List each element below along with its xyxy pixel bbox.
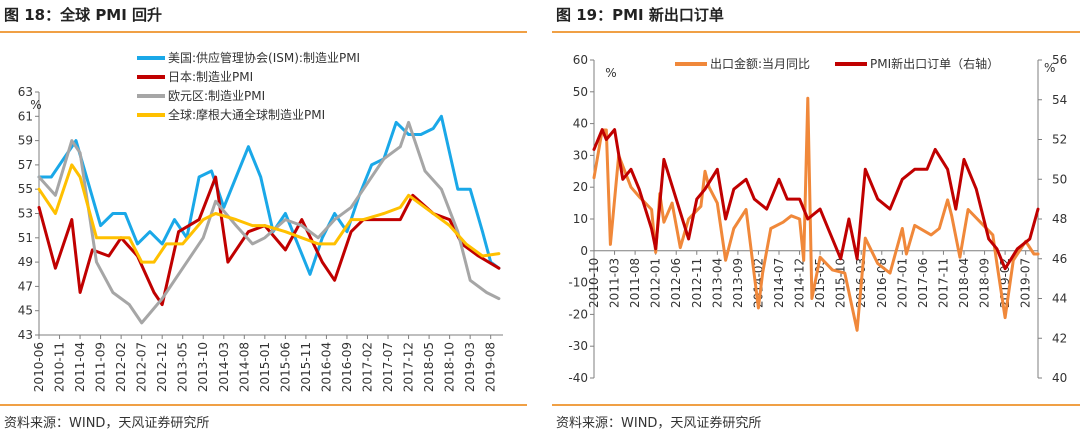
y-right-tick-label: 54 bbox=[1052, 93, 1067, 107]
x-tick-label: 2017-02 bbox=[360, 342, 374, 392]
y-tick-label: 20 bbox=[573, 180, 588, 194]
y-right-tick-label: 48 bbox=[1052, 212, 1067, 226]
y-tick-label: -40 bbox=[568, 371, 588, 385]
x-tick-label: 2017-07 bbox=[381, 342, 395, 392]
x-tick-label: 2011-08 bbox=[628, 258, 642, 308]
legend-label: 日本:制造业PMI bbox=[168, 70, 253, 84]
y-tick-label: 60 bbox=[573, 53, 588, 67]
source-divider bbox=[552, 404, 1080, 406]
source-note: 资料来源：WIND，天风证券研究所 bbox=[4, 416, 210, 431]
title-divider bbox=[552, 31, 1080, 33]
x-tick-label: 2017-06 bbox=[916, 258, 930, 308]
x-tick-label: 2012-06 bbox=[669, 258, 683, 308]
y-right-axis-unit: % bbox=[1044, 61, 1055, 75]
series-line-4 bbox=[37, 163, 501, 264]
y-right-tick-label: 44 bbox=[1052, 292, 1067, 306]
y-tick-label: 63 bbox=[18, 85, 33, 99]
series-line-3 bbox=[37, 120, 501, 325]
y-tick-label: 45 bbox=[18, 304, 33, 318]
y-right-tick-label: 40 bbox=[1052, 371, 1067, 385]
y-tick-label: 43 bbox=[18, 328, 33, 342]
y-right-tick-label: 52 bbox=[1052, 133, 1067, 147]
x-tick-label: 2019-07 bbox=[1019, 258, 1033, 308]
x-tick-label: 2019-08 bbox=[484, 342, 498, 392]
x-tick-label: 2014-12 bbox=[793, 258, 807, 308]
x-tick-label: 2013-05 bbox=[176, 342, 190, 392]
x-tick-label: 2013-04 bbox=[710, 258, 724, 308]
x-tick-label: 2017-12 bbox=[402, 342, 416, 392]
x-tick-label: 2010-11 bbox=[53, 342, 67, 392]
x-tick-label: 2012-02 bbox=[114, 342, 128, 392]
x-tick-label: 2017-11 bbox=[936, 258, 950, 308]
x-tick-label: 2015-01 bbox=[258, 342, 272, 392]
x-tick-label: 2010-06 bbox=[32, 342, 46, 392]
y-right-tick-label: 42 bbox=[1052, 331, 1067, 345]
x-tick-label: 2010-10 bbox=[587, 258, 601, 308]
chart-panel-export-orders: 图 19：PMI 新出口订单 -40 -30 -20 -10 0 10 20 30 40 50 60… bbox=[552, 0, 1080, 436]
y-tick-label: 59 bbox=[18, 134, 33, 148]
x-tick-label: 2012-12 bbox=[155, 342, 169, 392]
export-orders-line-chart: -40 -30 -20 -10 0 10 20 30 40 50 60% 40 42 44 46 48 50 52… bbox=[568, 53, 1067, 385]
y-tick-label: 47 bbox=[18, 279, 33, 293]
chart-title: 图 19：PMI 新出口订单 bbox=[556, 6, 724, 24]
title-divider bbox=[0, 31, 527, 33]
x-tick-label: 2018-05 bbox=[422, 342, 436, 392]
x-tick-label: 2014-03 bbox=[217, 342, 231, 392]
y-tick-label: 61 bbox=[18, 109, 33, 123]
source-note: 资料来源：WIND，天风证券研究所 bbox=[556, 416, 762, 431]
x-tick-label: 2017-01 bbox=[895, 258, 909, 308]
x-tick-label: 2015-11 bbox=[299, 342, 313, 392]
chart-title: 图 18：全球 PMI 回升 bbox=[4, 6, 163, 24]
legend-label: 欧元区:制造业PMI bbox=[168, 89, 265, 103]
y-right-tick-label: 50 bbox=[1052, 172, 1067, 186]
chart-panel-global-pmi: 图 18：全球 PMI 回升 43 45 47 49 51 53 55 57 59 61 63% 20… bbox=[0, 0, 527, 436]
y-tick-label: -20 bbox=[568, 307, 588, 321]
y-tick-label: -10 bbox=[568, 276, 588, 290]
y-tick-label: 10 bbox=[573, 212, 588, 226]
y-tick-label: 50 bbox=[573, 85, 588, 99]
x-tick-label: 2013-09 bbox=[731, 258, 745, 308]
x-tick-label: 2019-03 bbox=[463, 342, 477, 392]
y-tick-label: 53 bbox=[18, 207, 33, 221]
y-tick-label: 49 bbox=[18, 255, 33, 269]
x-tick-label: 2015-06 bbox=[278, 342, 292, 392]
global-pmi-line-chart: 43 45 47 49 51 53 55 57 59 61 63% 2010-06 2010-11 201… bbox=[18, 50, 503, 392]
x-tick-label: 2016-04 bbox=[319, 342, 333, 392]
y-axis-unit: % bbox=[30, 98, 41, 112]
source-divider bbox=[0, 404, 527, 406]
x-tick-label: 2011-09 bbox=[94, 342, 108, 392]
series-line-2 bbox=[592, 128, 1040, 271]
legend-label: PMI新出口订单（右轴） bbox=[870, 56, 999, 71]
x-tick-label: 2018-10 bbox=[443, 342, 457, 392]
series-line-2 bbox=[37, 175, 501, 307]
x-tick-label: 2014-08 bbox=[237, 342, 251, 392]
x-tick-label: 2012-11 bbox=[690, 258, 704, 308]
y-right-tick-label: 56 bbox=[1052, 53, 1067, 67]
legend-label: 全球:摩根大通全球制造业PMI bbox=[168, 107, 325, 122]
legend-label: 美国:供应管理协会(ISM):制造业PMI bbox=[168, 50, 360, 65]
x-tick-label: 2016-09 bbox=[340, 342, 354, 392]
x-tick-label: 2018-04 bbox=[957, 258, 971, 308]
y-tick-label: 40 bbox=[573, 117, 588, 131]
y-tick-label: 30 bbox=[573, 148, 588, 162]
x-tick-label: 2012-01 bbox=[649, 258, 663, 308]
x-tick-label: 2013-10 bbox=[196, 342, 210, 392]
x-tick-label: 2012-07 bbox=[135, 342, 149, 392]
x-tick-label: 2018-09 bbox=[978, 258, 992, 308]
y-right-tick-label: 46 bbox=[1052, 252, 1067, 266]
legend-label: 出口金额:当月同比 bbox=[710, 56, 810, 71]
y-tick-label: -30 bbox=[568, 339, 588, 353]
y-tick-label: 51 bbox=[18, 231, 33, 245]
x-tick-label: 2011-04 bbox=[73, 342, 87, 392]
y-tick-label: 57 bbox=[18, 158, 33, 172]
y-tick-label: 55 bbox=[18, 182, 33, 196]
x-tick-label: 2011-03 bbox=[608, 258, 622, 308]
y-tick-label: 0 bbox=[580, 244, 588, 258]
series-line-1 bbox=[37, 114, 501, 276]
x-tick-label: 2014-07 bbox=[772, 258, 786, 308]
y-axis-unit: % bbox=[605, 66, 616, 80]
